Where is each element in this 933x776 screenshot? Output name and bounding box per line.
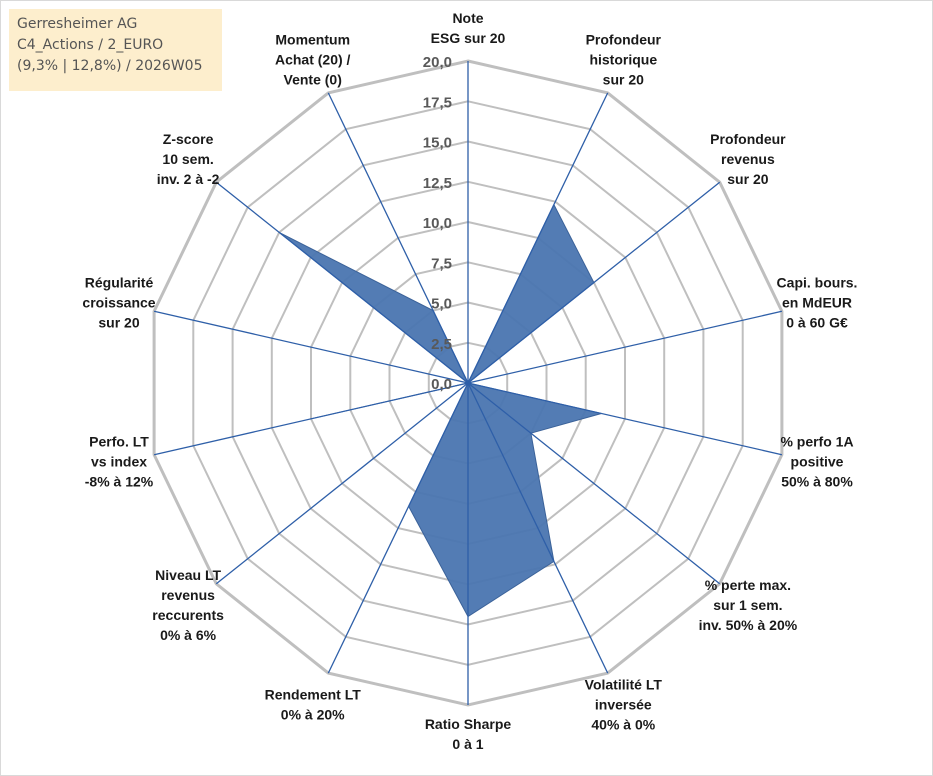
axis-label: % perte max. sur 1 sem. inv. 50% à 20% bbox=[699, 577, 798, 633]
period-info: (9,3% | 12,8%) / 2026W05 bbox=[17, 58, 203, 74]
axis-label: Niveau LT revenus reccurents 0% à 6% bbox=[152, 567, 224, 643]
axis-spoke bbox=[153, 310, 469, 384]
axis-label: Z-score 10 sem. inv. 2 à -2 bbox=[157, 131, 220, 187]
axis-spoke bbox=[327, 382, 469, 674]
tick-label: 15,0 bbox=[423, 135, 452, 152]
axis-label: Régularité croissance sur 20 bbox=[82, 274, 155, 330]
axis-spoke bbox=[327, 92, 469, 384]
axis-label: Profondeur revenus sur 20 bbox=[710, 131, 786, 187]
axis-spoke bbox=[467, 310, 783, 384]
axis-label: Profondeur historique sur 20 bbox=[586, 32, 662, 88]
tick-label: 17,5 bbox=[423, 94, 452, 111]
spoke-layer bbox=[153, 61, 783, 705]
company-name: Gerresheimer AG bbox=[17, 16, 138, 32]
axis-spoke bbox=[467, 181, 721, 384]
portfolio-name: C4_Actions / 2_EURO bbox=[17, 37, 164, 53]
axis-spoke bbox=[467, 382, 783, 456]
tick-label: 20,0 bbox=[423, 54, 452, 71]
axis-spoke bbox=[467, 92, 609, 384]
tick-label: 10,0 bbox=[423, 215, 452, 232]
tick-label: 5,0 bbox=[431, 296, 452, 313]
category-label-layer: Note ESG sur 20 Profondeur historique sur 20… bbox=[82, 10, 857, 752]
axis-label: Ratio Sharpe 0 à 1 bbox=[425, 716, 512, 752]
axis-spoke bbox=[467, 382, 609, 674]
axis-spoke bbox=[215, 382, 469, 585]
axis-label: Perfo. LT vs index -8% à 12% bbox=[85, 434, 154, 490]
axis-spoke bbox=[153, 382, 469, 456]
tick-label: 7,5 bbox=[431, 255, 452, 272]
tick-label-layer: 0,0 2,5 5,0 7,5 10,0 12,5 15,0 17,5 20,0 bbox=[423, 54, 452, 393]
tick-label: 12,5 bbox=[423, 175, 452, 192]
axis-label: % perfo 1A positive 50% à 80% bbox=[780, 434, 853, 490]
axis-label: Rendement LT 0% à 20% bbox=[265, 687, 362, 723]
axis-label: Momentum Achat (20) / Vente (0) bbox=[275, 32, 351, 88]
axis-label: Capi. bours. en MdEUR 0 à 60 G€ bbox=[777, 274, 858, 330]
axis-spoke bbox=[215, 181, 469, 384]
tick-label: 0,0 bbox=[431, 376, 452, 393]
axis-spoke bbox=[467, 382, 721, 585]
axis-label: Note ESG sur 20 bbox=[431, 10, 506, 46]
info-box: Gerresheimer AG C4_Actions / 2_EURO (9,3… bbox=[9, 9, 222, 91]
tick-label: 2,5 bbox=[431, 336, 452, 353]
axis-label: Volatilité LT inversée 40% à 0% bbox=[585, 677, 663, 733]
